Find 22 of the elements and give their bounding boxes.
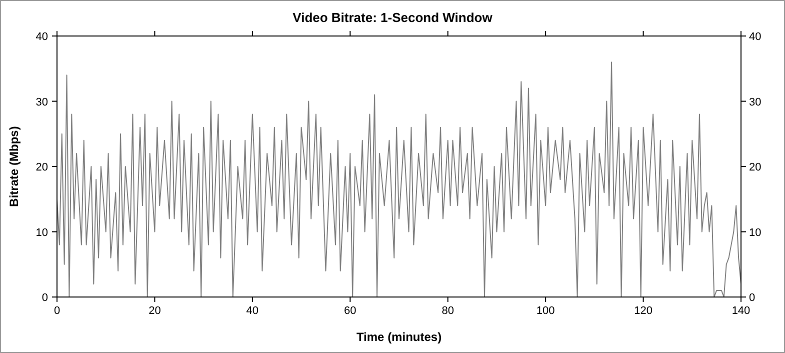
chart-title: Video Bitrate: 1-Second Window [292, 10, 494, 25]
y-axis-title: Bitrate (Mbps) [7, 126, 21, 207]
x-tick-label: 0 [54, 305, 60, 317]
y-tick-label: 30 [36, 96, 48, 108]
y-tick-label: 10 [36, 226, 48, 239]
line-series [57, 62, 741, 298]
x-tick-label: 140 [732, 305, 750, 317]
x-tick-label: 60 [344, 305, 356, 317]
x-tick-label: 80 [442, 305, 454, 317]
x-tick-label: 20 [148, 305, 161, 317]
y2-tick-label: 30 [749, 96, 762, 108]
y-tick-label: 0 [42, 292, 48, 304]
y-tick-label: 40 [36, 31, 48, 43]
y2-tick-label: 20 [749, 162, 762, 174]
y2-tick-label: 10 [749, 226, 762, 239]
x-axis-title: Time (minutes) [356, 330, 442, 344]
y-tick-label: 20 [36, 162, 48, 174]
y2-tick-label: 40 [749, 31, 762, 43]
x-tick-label: 120 [634, 305, 652, 317]
y2-tick-label: 0 [749, 292, 756, 304]
x-tick-label: 40 [246, 305, 259, 317]
x-tick-label: 100 [536, 305, 555, 317]
